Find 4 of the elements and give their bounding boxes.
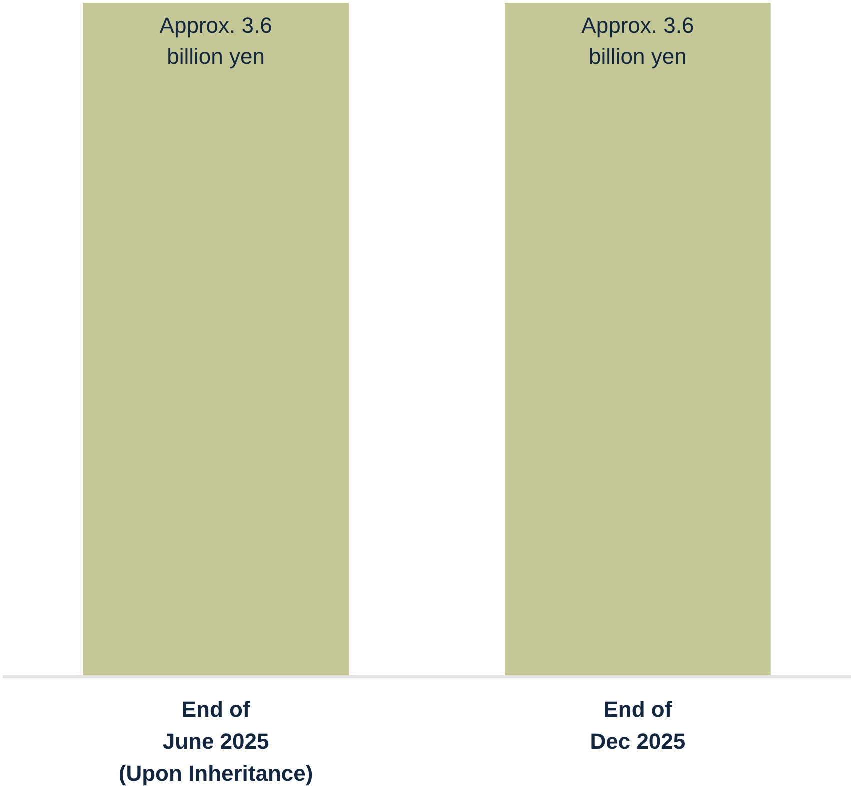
data-label: Approx. 3.6 billion yen bbox=[582, 13, 694, 69]
x-tick-label: End of Dec 2025 bbox=[590, 697, 686, 754]
x-tick-label: End of June 2025 (Upon Inheritance) bbox=[118, 697, 314, 786]
data-label: Approx. 3.6 billion yen bbox=[160, 13, 272, 69]
